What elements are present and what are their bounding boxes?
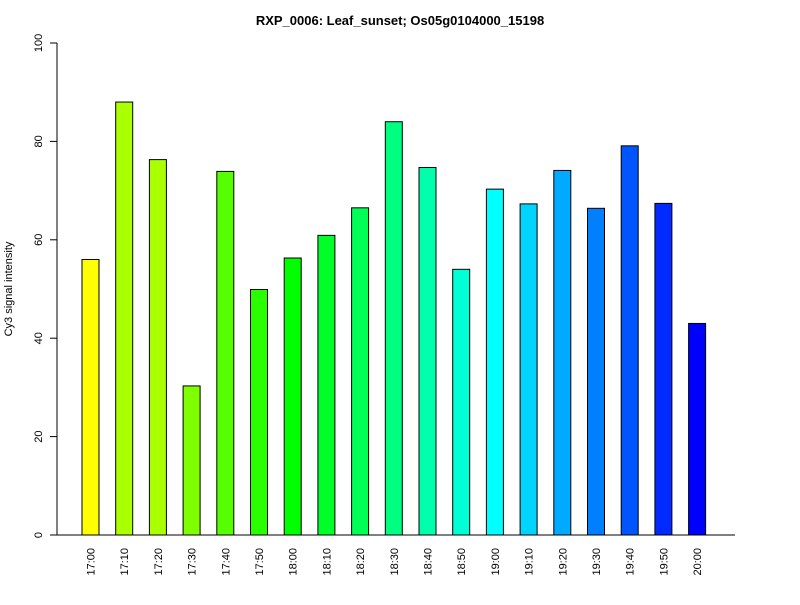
y-tick-label: 60 [33, 234, 45, 246]
x-tick-label: 19:00 [490, 548, 502, 576]
x-tick-label: 20:00 [692, 548, 704, 576]
x-tick-label: 17:00 [86, 548, 98, 576]
x-tick-label: 18:20 [355, 548, 367, 576]
x-tick-label: 17:30 [187, 548, 199, 576]
bar-1930 [587, 207, 605, 536]
y-tick-label: 100 [33, 34, 45, 52]
bar-1820 [351, 207, 370, 536]
bar-1900 [485, 188, 504, 536]
x-tick-label: 18:50 [456, 548, 468, 576]
x-tick-label: 19:30 [591, 548, 603, 576]
bar-1710 [115, 101, 134, 536]
y-tick-label: 80 [33, 135, 45, 147]
x-tick-label: 17:40 [220, 548, 232, 576]
x-tick-label: 19:50 [658, 548, 670, 576]
y-tick-label: 20 [33, 430, 45, 442]
bar-1810 [317, 234, 336, 536]
bar-1720 [148, 159, 167, 536]
y-tick-label: 0 [33, 532, 45, 538]
x-tick-label: 19:20 [557, 548, 569, 576]
bar-2000 [688, 322, 707, 536]
x-tick-label: 18:00 [288, 548, 300, 576]
x-tick-label: 18:10 [321, 548, 333, 576]
bar-1920 [553, 169, 572, 536]
bar-1700 [81, 258, 100, 536]
chart-title: RXP_0006: Leaf_sunset; Os05g0104000_1519… [256, 13, 544, 28]
x-tick-label: 17:50 [254, 548, 266, 576]
x-tick-label: 17:20 [153, 548, 165, 576]
x-tick-label: 19:40 [625, 548, 637, 576]
y-axis-label: Cy3 signal intensity [3, 241, 15, 336]
bar-1910 [519, 203, 538, 536]
bar-1740 [216, 170, 235, 536]
bar-1940 [620, 145, 639, 536]
x-axis: 17:00 17:10 17:20 17:30 17:40 17:50 18:00 18:10… [57, 534, 735, 576]
x-tick-label: 19:10 [524, 548, 536, 576]
bar-1800 [283, 257, 302, 536]
x-tick-label: 18:40 [423, 548, 435, 576]
bar-1730 [182, 385, 201, 536]
x-tick-label: 18:30 [389, 548, 401, 576]
bar-1850 [452, 268, 471, 536]
bar-1750 [250, 288, 268, 536]
bars-group [81, 101, 707, 536]
bar-1830 [384, 121, 403, 536]
bar-1950 [654, 202, 673, 536]
x-tick-label: 17:10 [119, 548, 131, 576]
y-axis: 0 20 40 60 80 100 [33, 34, 58, 538]
y-tick-label: 40 [33, 332, 45, 344]
bar-1840 [418, 166, 437, 536]
